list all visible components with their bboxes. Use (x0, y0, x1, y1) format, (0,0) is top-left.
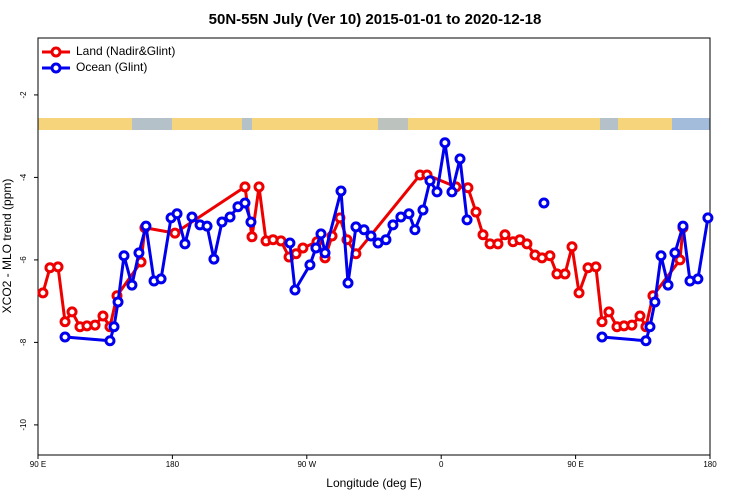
legend-label: Land (Nadir&Glint) (76, 44, 175, 58)
data-point (626, 319, 638, 331)
y-tick-label: -8 (19, 338, 28, 346)
legend-marker (50, 62, 62, 74)
x-tick-label: 180 (166, 460, 180, 469)
data-point (677, 220, 689, 232)
data-point (245, 216, 257, 228)
data-point (66, 306, 78, 318)
data-point (284, 237, 296, 249)
y-tick-label: -2 (19, 91, 28, 99)
y-tick-label: -6 (19, 256, 28, 264)
data-point (662, 279, 674, 291)
data-point (403, 208, 415, 220)
data-point (169, 227, 181, 239)
data-point (692, 273, 704, 285)
data-point (409, 224, 421, 236)
data-point (155, 273, 167, 285)
data-point (37, 287, 49, 299)
data-point (674, 254, 686, 266)
data-point (335, 185, 347, 197)
data-point (246, 231, 258, 243)
data-point (310, 242, 322, 254)
data-point (644, 321, 656, 333)
data-point (97, 310, 109, 322)
x-tick-label: 90 E (30, 460, 46, 469)
data-point (304, 259, 316, 271)
data-point (603, 306, 615, 318)
data-point (424, 175, 436, 187)
data-point (417, 204, 429, 216)
data-point (59, 316, 71, 328)
data-point (133, 247, 145, 259)
data-point (186, 211, 198, 223)
data-point (315, 228, 327, 240)
data-point (669, 247, 681, 259)
x-tick-label: 90 W (297, 460, 316, 469)
data-point (655, 250, 667, 262)
data-point (365, 230, 377, 242)
data-point (387, 219, 399, 231)
data-point (544, 250, 556, 262)
data-point (446, 186, 458, 198)
legend-marker (50, 46, 62, 58)
data-point (239, 197, 251, 209)
data-point (702, 212, 714, 224)
y-tick-label: -10 (19, 419, 28, 431)
data-point (634, 310, 646, 322)
legend-label: Ocean (Glint) (76, 60, 147, 74)
land-mask-strip (38, 118, 710, 130)
data-point (454, 153, 466, 165)
data-point (239, 181, 251, 193)
y-axis-label: XCO2 - MLO trend (ppm) (0, 179, 14, 314)
data-point (559, 268, 571, 280)
data-point (521, 238, 533, 250)
plot-frame (37, 37, 711, 456)
data-point (640, 335, 652, 347)
data-point (590, 261, 602, 273)
data-point (104, 335, 116, 347)
data-point (89, 319, 101, 331)
data-point (342, 277, 354, 289)
data-point (499, 229, 511, 241)
data-point (108, 321, 120, 333)
data-point (216, 216, 228, 228)
data-point (358, 224, 370, 236)
x-tick-label: 90 E (567, 460, 583, 469)
data-point (477, 229, 489, 241)
data-point (596, 331, 608, 343)
data-point (380, 234, 392, 246)
data-point (492, 238, 504, 250)
data-point (470, 206, 482, 218)
data-point (59, 331, 71, 343)
data-point (289, 284, 301, 296)
chart-title: 50N-55N July (Ver 10) 2015-01-01 to 2020… (209, 11, 542, 28)
data-point (439, 137, 451, 149)
data-point (171, 208, 183, 220)
data-point (538, 197, 550, 209)
legend: Land (Nadir&Glint) Ocean (Glint) (42, 44, 175, 74)
data-point (596, 316, 608, 328)
data-point (297, 242, 309, 254)
data-point (566, 241, 578, 253)
data-point (52, 261, 64, 273)
data-point (179, 238, 191, 250)
y-tick-label: -4 (19, 173, 28, 181)
data-point (224, 211, 236, 223)
data-point (201, 220, 213, 232)
data-point (573, 287, 585, 299)
x-tick-label: 0 (439, 460, 444, 469)
data-point (319, 247, 331, 259)
data-point (253, 181, 265, 193)
x-axis-label: Longitude (deg E) (326, 476, 421, 490)
data-point (126, 279, 138, 291)
data-point (118, 250, 130, 262)
data-point (208, 253, 220, 265)
data-point (649, 296, 661, 308)
data-point (275, 235, 287, 247)
data-point (461, 214, 473, 226)
data-point (140, 220, 152, 232)
x-tick-label: 180 (703, 460, 717, 469)
data-point (431, 186, 443, 198)
data-point (112, 296, 124, 308)
